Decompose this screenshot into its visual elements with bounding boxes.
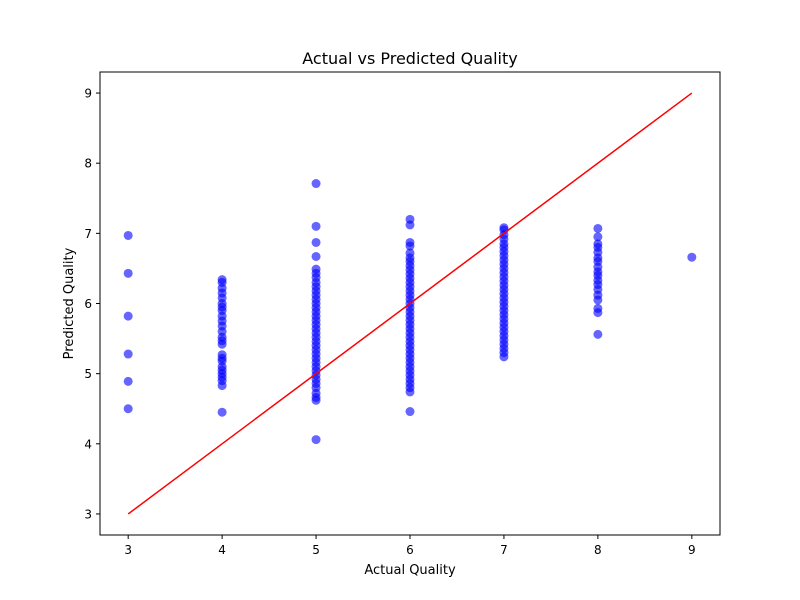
x-tick-label: 7 xyxy=(500,543,508,557)
y-tick-label: 7 xyxy=(84,227,92,241)
data-point xyxy=(405,241,415,251)
data-point xyxy=(593,308,603,318)
y-axis-ticks: 3 4 5 6 7 8 9 xyxy=(84,87,100,521)
line-layer xyxy=(127,92,693,515)
data-point xyxy=(405,220,415,230)
x-tick-label: 8 xyxy=(594,543,602,557)
x-tick-label: 5 xyxy=(312,543,320,557)
data-point xyxy=(123,376,133,386)
reference-line xyxy=(127,92,693,515)
data-point xyxy=(311,221,321,231)
data-point xyxy=(311,179,321,189)
y-tick-label: 5 xyxy=(84,367,92,381)
y-axis-label: Predicted Quality xyxy=(62,247,77,359)
x-axis-ticks: 3 4 5 6 7 8 9 xyxy=(124,535,696,557)
data-point xyxy=(217,339,227,349)
data-point xyxy=(593,223,603,233)
data-point xyxy=(311,435,321,445)
data-point xyxy=(687,252,697,262)
x-tick-label: 6 xyxy=(406,543,414,557)
y-tick-label: 8 xyxy=(84,157,92,171)
data-point xyxy=(217,407,227,417)
data-point xyxy=(123,268,133,278)
data-point xyxy=(123,349,133,359)
points-layer xyxy=(123,179,697,445)
x-tick-label: 9 xyxy=(688,543,696,557)
data-point xyxy=(311,395,321,405)
data-point xyxy=(405,387,415,397)
data-point xyxy=(593,295,603,305)
data-point xyxy=(311,252,321,261)
y-tick-label: 4 xyxy=(84,437,92,451)
y-tick-label: 3 xyxy=(84,507,92,521)
data-point xyxy=(123,230,133,240)
data-point xyxy=(123,311,133,321)
x-tick-label: 4 xyxy=(218,543,226,557)
data-point xyxy=(593,329,603,339)
data-point xyxy=(405,407,415,417)
data-point xyxy=(123,404,133,414)
data-point xyxy=(593,232,603,242)
x-tick-label: 3 xyxy=(124,543,132,557)
y-tick-label: 9 xyxy=(84,87,92,101)
data-point xyxy=(499,352,509,362)
data-point xyxy=(311,237,321,247)
chart-title: Actual vs Predicted Quality xyxy=(302,49,517,68)
data-point xyxy=(217,381,227,391)
y-tick-label: 6 xyxy=(84,297,92,311)
x-axis-label: Actual Quality xyxy=(364,563,456,578)
